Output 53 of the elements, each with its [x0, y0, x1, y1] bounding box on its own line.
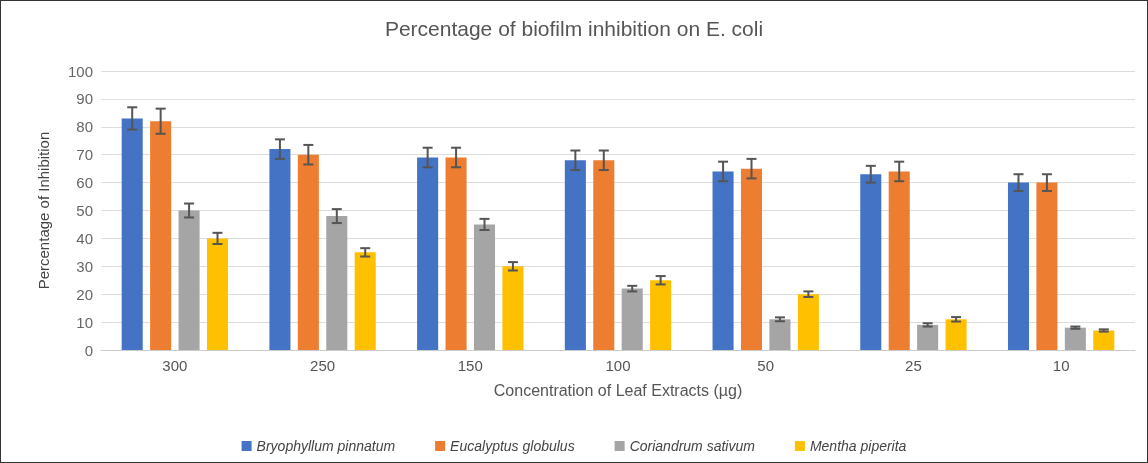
bar: [564, 160, 586, 350]
x-tick-label: 250: [310, 357, 336, 374]
bar: [1007, 182, 1030, 350]
y-tick-label: 10: [76, 313, 93, 331]
bar: [712, 171, 734, 350]
bar: [150, 121, 172, 350]
legend-label: Mentha piperita: [809, 438, 907, 454]
chart-title: Percentage of biofilm inhibition on E. coli: [384, 17, 764, 40]
bar: [178, 210, 200, 350]
y-tick-label: 90: [76, 90, 93, 108]
bar: [326, 216, 348, 350]
bar: [621, 288, 643, 350]
y-tick-label: 0: [84, 341, 93, 359]
bar: [650, 280, 672, 350]
bar: [917, 324, 939, 350]
bar: [593, 160, 615, 350]
bar: [121, 118, 143, 350]
y-tick-label: 70: [76, 146, 93, 164]
y-tick-label: 40: [76, 229, 93, 247]
y-tick-label: 20: [76, 285, 93, 303]
legend-label: Coriandrum sativum: [629, 438, 756, 454]
x-axis-title: Concentration of Leaf Extracts (µg): [493, 381, 743, 399]
bar: [445, 157, 467, 350]
bar: [206, 238, 229, 350]
x-tick-label: 25: [905, 357, 922, 374]
bar: [354, 252, 376, 350]
x-tick-label: 10: [1052, 357, 1070, 374]
bar: [888, 171, 910, 350]
x-tick-label: 150: [457, 357, 483, 374]
x-tick-label: 100: [605, 357, 631, 374]
bar: [1036, 182, 1058, 350]
y-axis-title: Percentage of Inhibition: [35, 131, 52, 290]
bar: [740, 168, 763, 350]
bar: [797, 294, 819, 350]
y-tick-label: 50: [76, 202, 93, 219]
y-tick-label: 30: [76, 257, 93, 275]
y-tick-label: 80: [76, 118, 93, 136]
bar: [1093, 330, 1115, 350]
bar: [945, 319, 967, 350]
bar: [769, 319, 791, 350]
bar: [1064, 327, 1086, 350]
legend-label: Bryophyllum pinnatum: [256, 438, 396, 454]
bar: [269, 149, 291, 350]
bar: [860, 174, 882, 350]
bar: [502, 266, 524, 350]
bar: [473, 224, 496, 350]
x-tick-label: 50: [757, 357, 775, 374]
bar: [417, 157, 439, 350]
bar: [297, 154, 319, 350]
legend-label: Eucalyptus globulus: [450, 438, 575, 454]
x-tick-label: 300: [162, 357, 188, 374]
y-tick-label: 100: [67, 62, 93, 80]
y-tick-label: 60: [76, 174, 93, 192]
